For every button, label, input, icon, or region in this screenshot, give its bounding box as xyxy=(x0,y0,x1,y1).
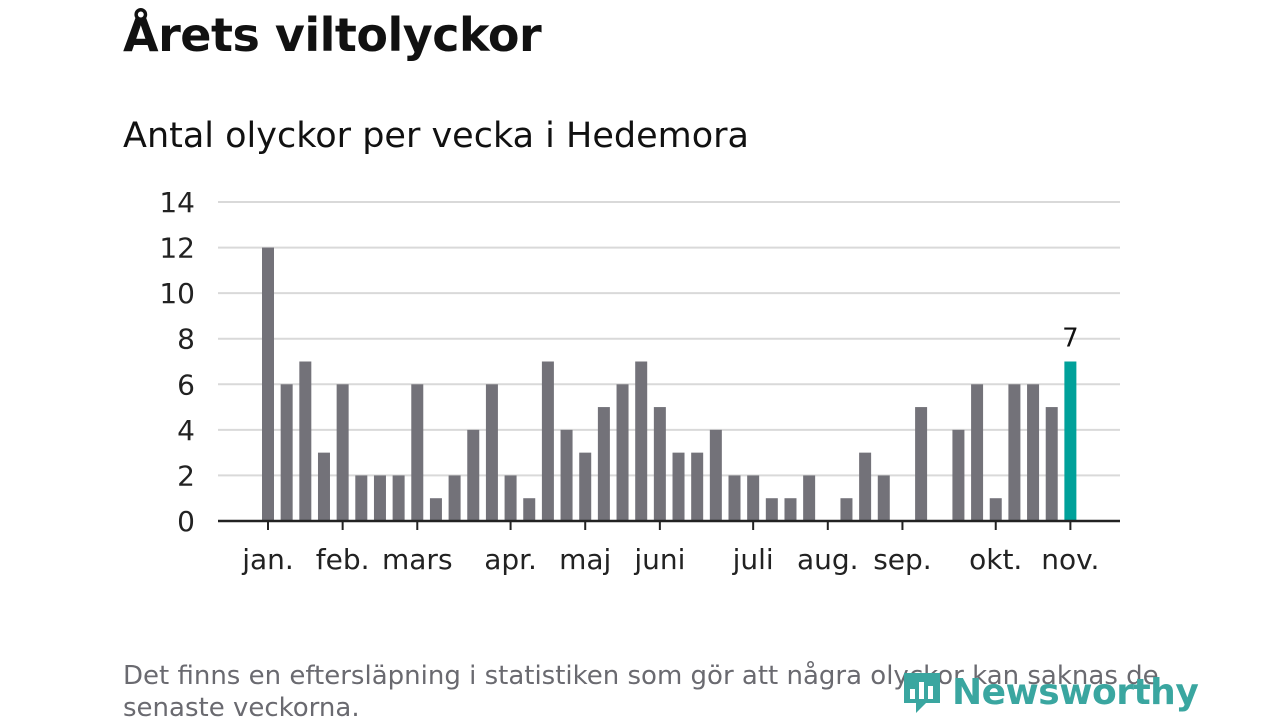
bar xyxy=(336,384,349,521)
bar xyxy=(616,384,629,521)
bar xyxy=(485,384,498,521)
bar xyxy=(411,384,424,521)
y-tick-label: 2 xyxy=(177,459,195,492)
bar xyxy=(579,452,592,521)
bar xyxy=(560,429,573,521)
x-tick-label: apr. xyxy=(484,543,537,576)
bar xyxy=(448,475,461,521)
bar xyxy=(392,475,405,521)
bar xyxy=(373,475,386,521)
x-tick-label: nov. xyxy=(1041,543,1099,576)
bar xyxy=(915,407,928,521)
bar xyxy=(728,475,741,521)
x-tick-label: mars xyxy=(382,543,453,576)
y-tick-label: 12 xyxy=(159,232,195,265)
bar xyxy=(317,452,330,521)
bar-highlight xyxy=(1064,361,1077,521)
x-tick-label: juni xyxy=(633,543,685,576)
bar xyxy=(952,429,965,521)
x-tick-label: feb. xyxy=(316,543,370,576)
x-tick-label: juli xyxy=(732,543,774,576)
bar xyxy=(467,429,480,521)
bar xyxy=(877,475,890,521)
bar xyxy=(971,384,984,521)
bar xyxy=(504,475,517,521)
bar xyxy=(691,452,704,521)
y-tick-label: 10 xyxy=(159,277,195,310)
bar xyxy=(653,407,666,521)
y-tick-label: 14 xyxy=(159,186,195,219)
bar xyxy=(1027,384,1040,521)
bar xyxy=(1045,407,1058,521)
x-tick-label: okt. xyxy=(969,543,1022,576)
bar xyxy=(765,498,778,521)
bar xyxy=(299,361,312,521)
bar xyxy=(803,475,816,521)
chart-subtitle: Antal olyckor per vecka i Hedemora xyxy=(123,116,749,156)
x-tick-label: aug. xyxy=(797,543,859,576)
bar xyxy=(709,429,722,521)
bar xyxy=(859,452,872,521)
bar xyxy=(672,452,685,521)
brand-name: Newsworthy xyxy=(952,671,1199,713)
highlight-value-label: 7 xyxy=(1062,324,1079,354)
bar xyxy=(635,361,648,521)
bar xyxy=(784,498,797,521)
x-tick-label: maj xyxy=(559,543,611,576)
y-tick-label: 6 xyxy=(177,368,195,401)
bar xyxy=(747,475,760,521)
newsworthy-logo: Newsworthy xyxy=(900,668,1199,716)
bar xyxy=(280,384,293,521)
bar xyxy=(597,407,610,521)
bar xyxy=(523,498,536,521)
bar xyxy=(840,498,853,521)
bar xyxy=(262,247,274,522)
bar xyxy=(989,498,1002,521)
bar xyxy=(1008,384,1021,521)
x-tick-label: sep. xyxy=(873,543,932,576)
bar xyxy=(541,361,554,521)
lag-note: Det finns en eftersläpning i statistiken… xyxy=(123,661,1159,723)
bar xyxy=(355,475,368,521)
x-tick-label: jan. xyxy=(241,543,294,576)
bar xyxy=(429,498,442,521)
y-tick-label: 4 xyxy=(177,414,195,447)
newsworthy-logo-icon xyxy=(904,673,940,713)
y-tick-label: 8 xyxy=(177,323,195,356)
bar-chart: 0 2 4 6 8 10 12 14 7 jan. feb. mars apr. maj juni juli a… xyxy=(159,186,1120,576)
y-tick-label: 0 xyxy=(177,505,195,538)
chart-title: Årets viltolyckor xyxy=(123,8,542,62)
